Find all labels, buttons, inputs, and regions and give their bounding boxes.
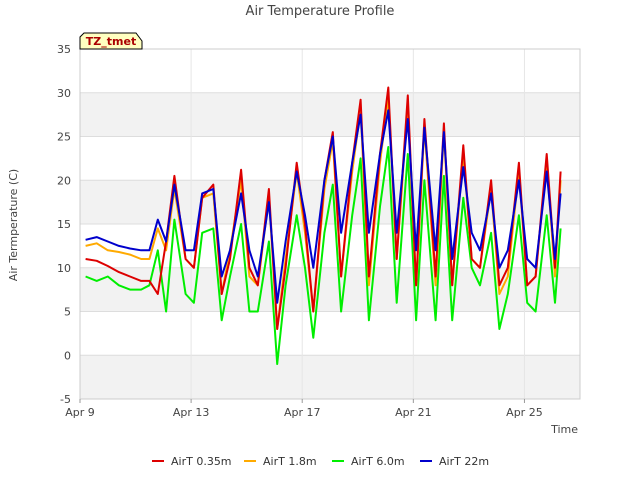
chart-title: Air Temperature Profile [246,4,395,19]
series-lines [85,86,562,365]
background-band [80,49,580,93]
plot-frame [79,48,581,400]
y-tick-label: 5 [64,306,71,319]
tz-badge: TZ_tmet [79,32,143,50]
legend: AirT 0.35m AirT 1.8m AirT 6.0m AirT 22m [152,455,489,468]
y-tick-label: 30 [57,87,71,100]
x-axis-ticks: Apr 9 Apr 13 Apr 17 Apr 21 Apr 25 [65,399,543,419]
series-line-airt-6-0m [85,146,562,365]
series-line-airt-22m [85,109,562,304]
y-axis-label: Air Termperature (C) [7,169,20,281]
legend-label: AirT 1.8m [263,455,317,468]
x-tick-label: Apr 25 [506,406,543,419]
x-tick-label: Apr 17 [284,406,321,419]
background-band [80,355,580,399]
x-tick-label: Apr 21 [395,406,432,419]
background-band [80,92,580,137]
x-axis-label: Time [550,423,578,436]
legend-label: AirT 6.0m [351,455,405,468]
y-tick-label: -5 [60,393,71,406]
y-tick-label: 25 [57,131,71,144]
y-tick-label: 35 [57,43,71,56]
y-tick-label: 20 [57,174,71,187]
y-tick-label: 10 [57,262,71,275]
x-tick-label: Apr 13 [173,406,210,419]
y-tick-label: 0 [64,349,71,362]
background-band [80,311,580,356]
tz-badge-label: TZ_tmet [86,35,136,48]
x-tick-label: Apr 9 [65,406,95,419]
legend-label: AirT 0.35m [171,455,232,468]
tz-badge-shape [79,32,143,50]
y-axis-ticks: -5 0 5 10 15 20 25 30 35 [57,43,71,406]
legend-label: AirT 22m [439,455,489,468]
y-tick-label: 15 [57,218,71,231]
